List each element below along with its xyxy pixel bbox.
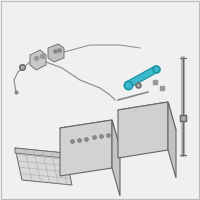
Polygon shape xyxy=(48,44,64,62)
Polygon shape xyxy=(60,120,112,176)
Polygon shape xyxy=(118,102,168,158)
Polygon shape xyxy=(15,148,65,158)
Polygon shape xyxy=(60,120,120,156)
Polygon shape xyxy=(112,120,120,196)
Polygon shape xyxy=(15,148,72,185)
Polygon shape xyxy=(126,66,158,88)
Polygon shape xyxy=(118,102,176,138)
Polygon shape xyxy=(30,50,46,70)
Polygon shape xyxy=(168,102,176,178)
